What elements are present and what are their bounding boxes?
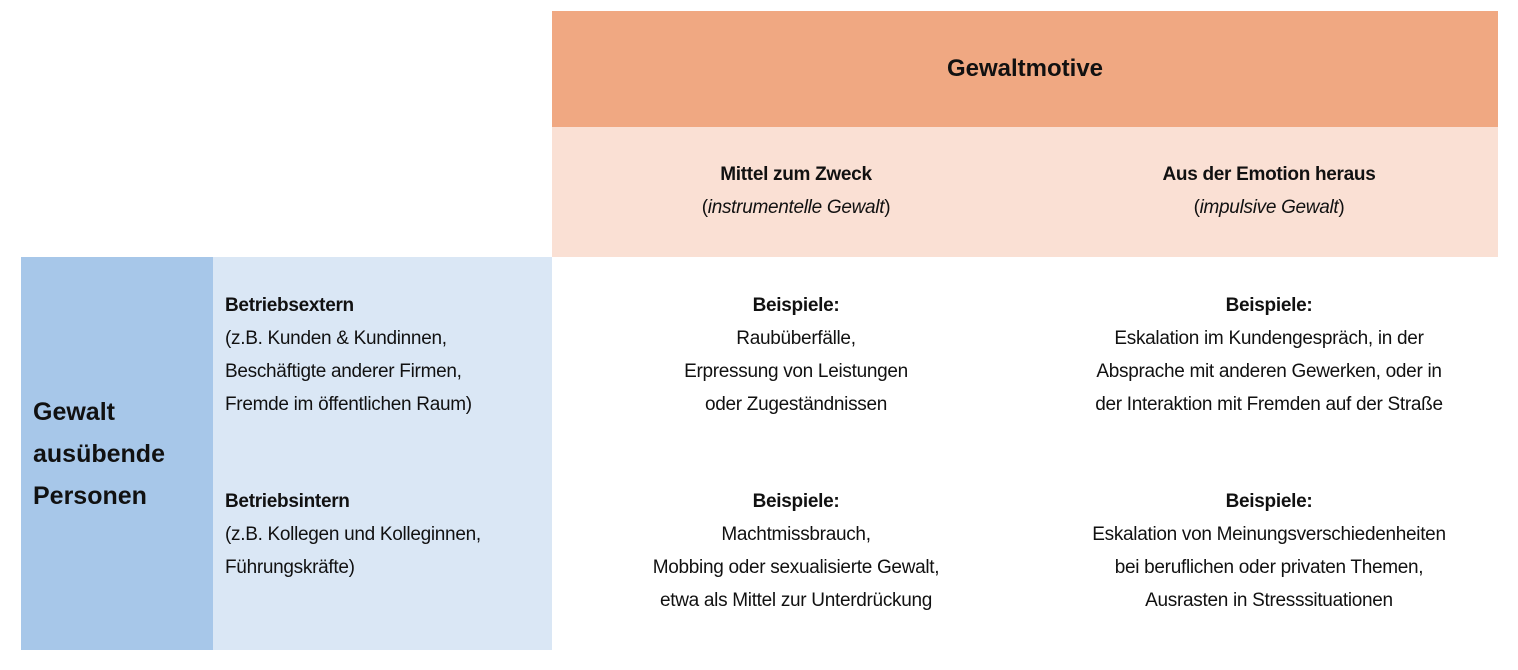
column-title: Aus der Emotion heraus — [1162, 164, 1376, 185]
cell-line: Raubüberfälle, — [736, 328, 856, 349]
row-group-line: Personen — [33, 481, 147, 510]
row-group-header: Gewalt ausübende Personen — [21, 257, 213, 650]
column-title: Mittel zum Zweck — [720, 164, 872, 185]
row-header-intern: Betriebsintern (z.B. Kollegen und Kolleg… — [225, 485, 481, 584]
cell-line: Absprache mit anderen Gewerken, oder in — [1096, 361, 1442, 382]
cell-label: Beispiele: — [1225, 295, 1313, 316]
cell-label: Beispiele: — [752, 491, 840, 512]
cell-line: Eskalation im Kundengespräch, in der — [1114, 328, 1424, 349]
cell-line: etwa als Mittel zur Unterdrückung — [659, 590, 933, 611]
row-title: Betriebsextern — [225, 295, 354, 316]
cell-label: Beispiele: — [752, 295, 840, 316]
header-gewaltmotive: Gewaltmotive — [552, 11, 1498, 127]
cell-line: Ausrasten in Stresssituationen — [1145, 590, 1393, 611]
row-desc: Fremde im öffentlichen Raum) — [225, 394, 472, 415]
cell-label: Beispiele: — [1225, 491, 1313, 512]
cell-line: Eskalation von Meinungsverschiedenheiten — [1092, 524, 1446, 545]
row-group-line: ausübende — [33, 439, 165, 468]
cell-intern-impulsive: Beispiele: Eskalation von Meinungsversch… — [1040, 485, 1498, 617]
cell-line: Erpressung von Leistungen — [684, 361, 908, 382]
cell-line: bei beruflichen oder privaten Themen, — [1114, 557, 1424, 578]
cell-extern-instrumental: Beispiele: Raubüberfälle, Erpressung von… — [552, 289, 1040, 421]
cell-line: Mobbing oder sexualisierte Gewalt, — [652, 557, 940, 578]
row-title: Betriebsintern — [225, 491, 350, 512]
column-header-impulsive: Aus der Emotion heraus (impulsive Gewalt… — [1040, 158, 1498, 224]
row-desc: Beschäftigte anderer Firmen, — [225, 361, 462, 382]
cell-line: Machtmissbrauch, — [721, 524, 871, 545]
header-title: Gewaltmotive — [946, 55, 1104, 82]
row-header-extern: Betriebsextern (z.B. Kunden & Kundinnen,… — [225, 289, 472, 421]
subheader-row — [552, 127, 1498, 257]
cell-extern-impulsive: Beispiele: Eskalation im Kundengespräch,… — [1040, 289, 1498, 421]
cell-intern-instrumental: Beispiele: Machtmissbrauch, Mobbing oder… — [552, 485, 1040, 617]
row-header-column — [213, 257, 552, 650]
row-desc: (z.B. Kollegen und Kolleginnen, — [225, 524, 481, 545]
cell-line: der Interaktion mit Fremden auf der Stra… — [1095, 394, 1443, 415]
cell-line: oder Zugeständnissen — [704, 394, 887, 415]
column-subtitle: (impulsive Gewalt) — [1193, 197, 1345, 218]
column-header-instrumental: Mittel zum Zweck (instrumentelle Gewalt) — [552, 158, 1040, 224]
row-desc: Führungskräfte) — [225, 557, 355, 578]
row-group-line: Gewalt — [33, 397, 115, 426]
column-subtitle: (instrumentelle Gewalt) — [701, 197, 891, 218]
row-desc: (z.B. Kunden & Kundinnen, — [225, 328, 447, 349]
